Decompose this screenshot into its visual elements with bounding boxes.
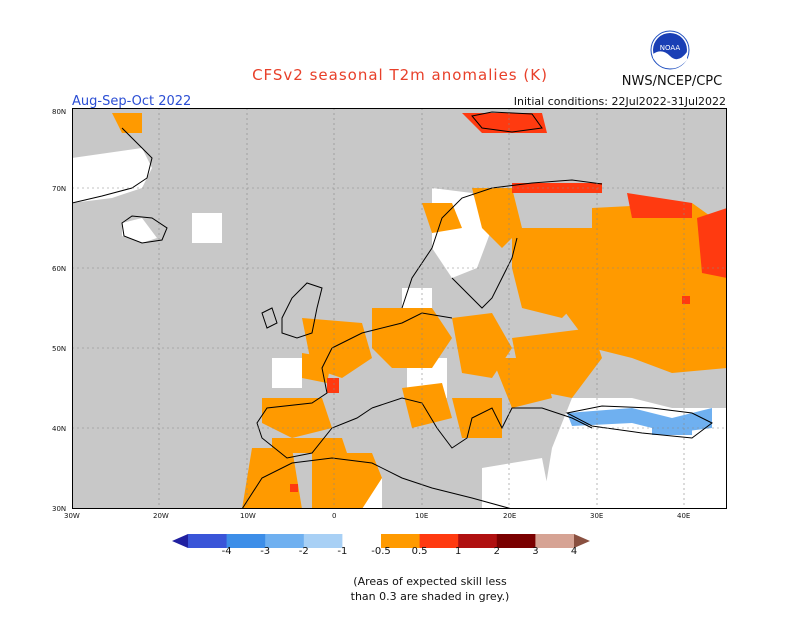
colorbar-cell (381, 534, 421, 548)
lon-label-20w: 20W (153, 512, 169, 520)
colorbar-cell (496, 534, 536, 548)
colorbar-label: 0.5 (411, 546, 428, 557)
noaa-logo-text: NOAA (660, 44, 681, 52)
colorbar-cell (303, 534, 343, 548)
colorbar-label: -2 (298, 546, 309, 557)
white-regions (72, 148, 727, 509)
anomaly-map (72, 108, 727, 509)
colorbar-arrow-left (172, 534, 188, 548)
organization-label: NWS/NCEP/CPC (621, 74, 723, 89)
lon-label-30w: 30W (64, 512, 80, 520)
lat-label-50n: 50N (52, 345, 67, 353)
lon-label-10e: 10E (415, 512, 429, 520)
red-anomaly-regions (290, 113, 727, 492)
colorbar (172, 534, 590, 548)
lon-label-10w: 10W (240, 512, 256, 520)
lat-label-60n: 60N (52, 265, 67, 273)
lon-label-0: 0 (332, 512, 337, 520)
colorbar-label: -4 (221, 546, 232, 557)
colorbar-cell (419, 534, 459, 548)
colorbar-label: -0.5 (371, 546, 391, 557)
colorbar-arrow-right (574, 534, 590, 548)
lon-label-20e: 20E (503, 512, 517, 520)
skill-note-line2: than 0.3 are shaded in grey.) (350, 590, 510, 603)
gridlines (72, 108, 727, 509)
colorbar-label: -1 (337, 546, 348, 557)
colorbar-cell (458, 534, 498, 548)
lat-label-80n: 80N (52, 108, 67, 116)
lat-label-70n: 70N (52, 185, 67, 193)
lon-label-40e: 40E (677, 512, 691, 520)
season-label: Aug-Sep-Oct 2022 (72, 94, 192, 109)
lat-label-40n: 40N (52, 425, 67, 433)
colorbar-cell (342, 534, 382, 548)
blue-anomaly-regions (567, 408, 712, 435)
colorbar-cell (535, 534, 575, 548)
colorbar-cell (188, 534, 228, 548)
colorbar-label: 1 (455, 546, 462, 557)
colorbar-label: 2 (493, 546, 500, 557)
map-frame (72, 108, 727, 509)
skill-note-line1: (Areas of expected skill less (353, 575, 507, 588)
colorbar-cell (226, 534, 266, 548)
map-title: CFSv2 seasonal T2m anomalies (K) (252, 66, 548, 84)
lon-label-30e: 30E (590, 512, 604, 520)
lat-label-30n: 30N (52, 505, 67, 513)
colorbar-cells (172, 534, 590, 548)
colorbar-label: -3 (260, 546, 271, 557)
initial-conditions-label: Initial conditions: 22Jul2022-31Jul2022 (513, 95, 726, 108)
colorbar-label: 3 (532, 546, 539, 557)
colorbar-cell (265, 534, 305, 548)
colorbar-label: 4 (570, 546, 578, 557)
noaa-logo: NOAA (650, 30, 690, 70)
